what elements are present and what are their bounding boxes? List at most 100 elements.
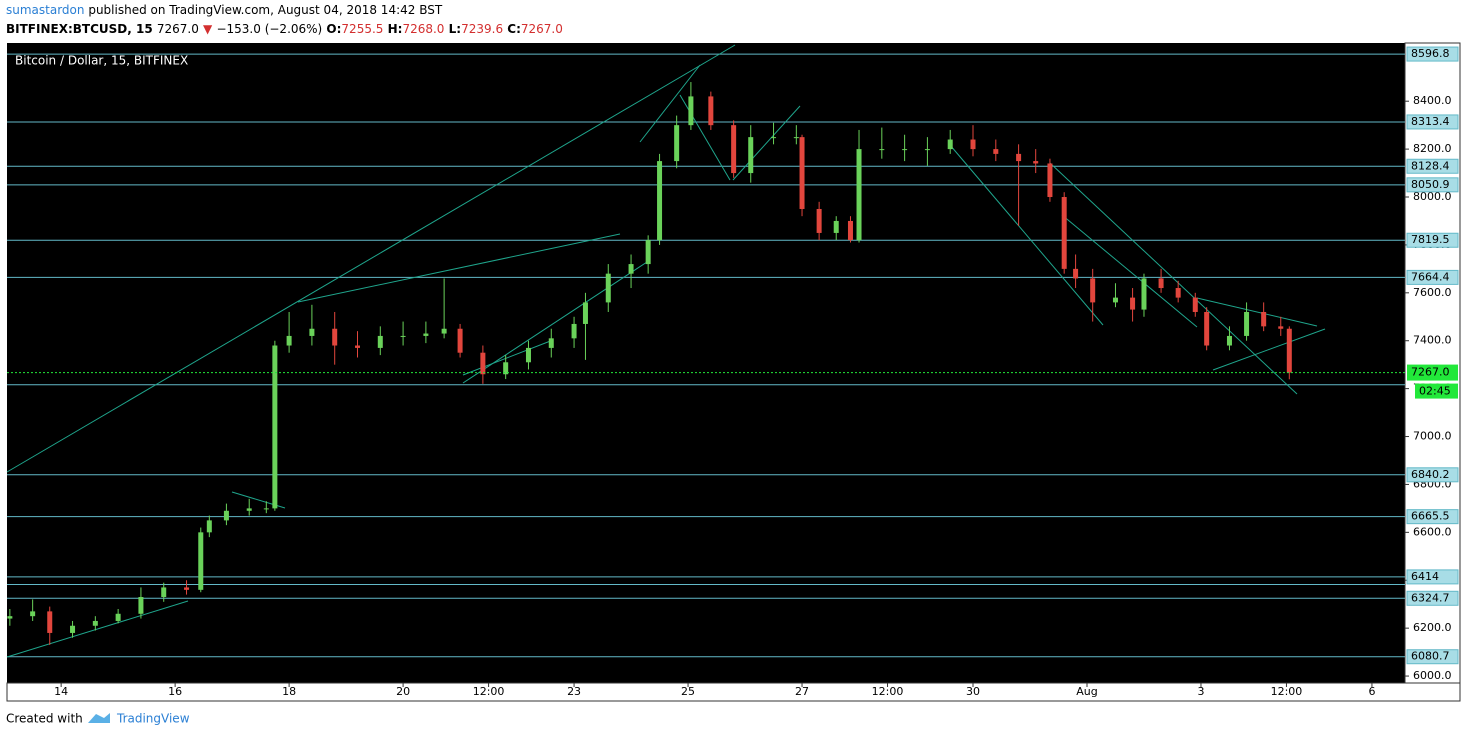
candle-body — [1047, 163, 1053, 198]
x-tick-label: 12:00 — [473, 685, 505, 698]
level-label-bg — [1406, 590, 1459, 606]
trendline — [462, 261, 648, 384]
candle-body — [457, 328, 463, 353]
x-axis-bg — [6, 682, 1461, 702]
y-tick-label: 6200.0 — [1413, 621, 1452, 634]
level-label-bg — [1406, 569, 1459, 585]
symbol-line: BITFINEX:BTCUSD, 15 7267.0 ▼ −153.0 (−2.… — [6, 22, 563, 36]
candle-body — [605, 273, 611, 303]
arrow: ▼ — [203, 22, 213, 36]
candle-body — [92, 620, 98, 626]
last: 7267.0 — [156, 22, 199, 36]
level-label: 6080.7 — [1411, 650, 1450, 663]
candle-body — [1226, 335, 1232, 346]
ohlc-value: 7267.0 — [520, 22, 563, 36]
candle-body — [223, 510, 229, 521]
y-tick-label: 8000.0 — [1413, 190, 1452, 203]
candle-body — [628, 264, 634, 274]
candle-body — [1244, 311, 1250, 336]
candle-body — [993, 149, 999, 154]
candle-body — [688, 96, 694, 126]
y-tick-label: 7400.0 — [1413, 334, 1452, 347]
y-tick-label: 7000.0 — [1413, 430, 1452, 443]
level-label-bg — [1406, 649, 1459, 665]
candle-body — [902, 149, 908, 151]
y-tick-label: 6000.0 — [1413, 669, 1452, 682]
symbol: BITFINEX:BTCUSD, 15 — [6, 22, 153, 36]
candle-body — [161, 587, 167, 598]
candle-body — [833, 220, 839, 233]
level-label: 6840.2 — [1411, 468, 1450, 481]
y-tick-label: 6600.0 — [1413, 525, 1452, 538]
trendline — [732, 105, 801, 181]
y-tick-label: 8400.0 — [1413, 94, 1452, 107]
candle-body — [674, 125, 680, 162]
ohlc: O:7255.5 H:7268.0 L:7239.6 C:7267.0 — [326, 22, 562, 36]
candle-body — [184, 587, 190, 590]
candle-body — [1158, 278, 1164, 289]
candle-body — [1175, 288, 1181, 298]
x-tick-label: 23 — [567, 685, 581, 698]
ohlc-value: 7255.5 — [341, 22, 384, 36]
candle-body — [1016, 153, 1022, 162]
x-tick-label: 25 — [681, 685, 695, 698]
x-tick-label: 16 — [168, 685, 182, 698]
candle-body — [480, 352, 486, 375]
candle-body — [799, 137, 805, 209]
level-label: 8050.9 — [1411, 178, 1450, 191]
level-label-bg — [1406, 269, 1459, 285]
level-label: 8313.4 — [1411, 115, 1450, 128]
candle-body — [582, 302, 588, 324]
footer-brand[interactable]: TradingView — [116, 712, 190, 726]
candle-body — [272, 345, 278, 509]
candle-body — [354, 345, 360, 348]
candle-body — [47, 611, 53, 633]
x-tick-label: 30 — [966, 685, 980, 698]
candle-body — [286, 335, 292, 346]
candle-body — [1278, 326, 1284, 329]
candle-body — [525, 347, 531, 363]
candle-body — [115, 613, 121, 621]
y-tick-label: 7600.0 — [1413, 286, 1452, 299]
trendline — [1196, 297, 1318, 327]
candle-body — [441, 328, 447, 334]
level-label-bg — [1406, 46, 1459, 62]
x-tick-label: 18 — [282, 685, 296, 698]
candle-body — [7, 616, 13, 619]
candle-body — [377, 335, 383, 348]
candle-body — [816, 208, 822, 233]
trendline — [297, 233, 621, 303]
plot-bg — [7, 43, 1405, 683]
trendline — [6, 44, 736, 473]
candle-body — [970, 139, 976, 150]
candle-body — [748, 137, 754, 174]
level-label: 8596.8 — [1411, 47, 1450, 60]
x-tick-label: 6 — [1368, 685, 1375, 698]
trendline — [679, 94, 731, 181]
candle-body — [1090, 278, 1096, 303]
candle-body — [309, 328, 315, 336]
ohlc-label: H: — [387, 22, 403, 36]
x-tick-label: 20 — [396, 685, 410, 698]
level-label: 7664.4 — [1411, 270, 1450, 283]
x-tick-label: 14 — [54, 685, 68, 698]
author[interactable]: sumastardon — [6, 3, 85, 17]
candle-body — [1033, 161, 1039, 164]
countdown-bg — [1415, 383, 1458, 399]
trendline — [1061, 214, 1198, 328]
published: published on TradingView.com, August 04,… — [88, 3, 443, 17]
candle-body — [400, 335, 406, 337]
candle-body — [263, 508, 269, 510]
y-tick-label: 8200.0 — [1413, 142, 1452, 155]
level-label-bg — [1406, 232, 1459, 248]
candle-body — [793, 137, 799, 139]
last-price-bg — [1407, 364, 1458, 381]
candle-body — [70, 625, 76, 633]
candle-body — [1130, 297, 1136, 310]
candle-body — [731, 125, 737, 174]
level-label-bg — [1406, 177, 1459, 193]
trendline — [1212, 328, 1326, 371]
x-tick-label: 12:00 — [1271, 685, 1303, 698]
candle-body — [30, 611, 36, 617]
ohlc-label: C: — [507, 22, 521, 36]
